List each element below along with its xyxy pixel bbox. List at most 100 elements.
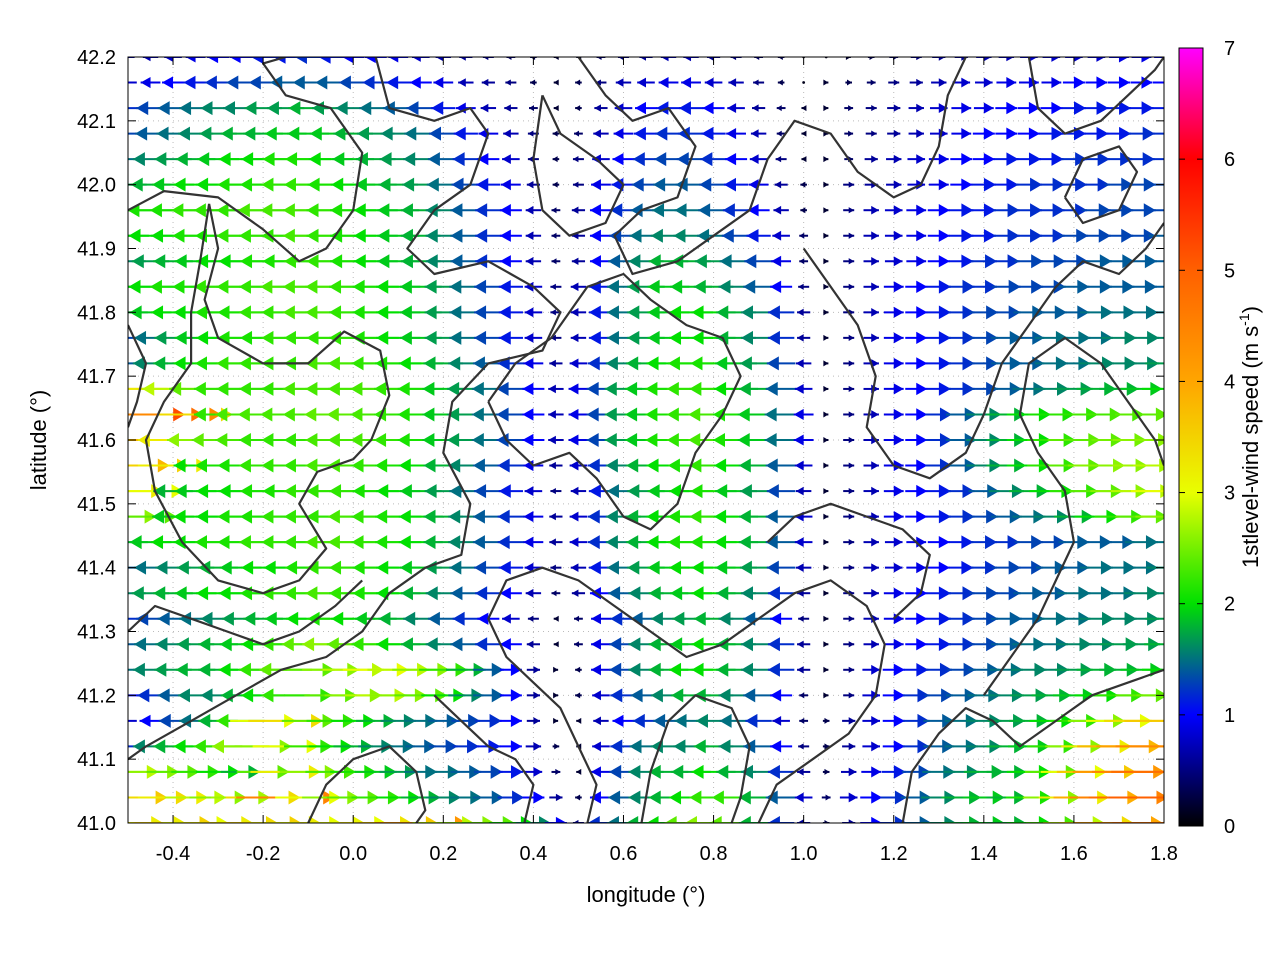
wind-arrow bbox=[1038, 203, 1065, 218]
wind-arrow bbox=[952, 77, 971, 88]
wind-arrow bbox=[905, 484, 928, 498]
wind-arrow bbox=[1041, 76, 1062, 89]
wind-arrow bbox=[799, 692, 809, 699]
wind-arrow bbox=[592, 690, 610, 701]
wind-arrow bbox=[658, 76, 679, 89]
wind-arrow bbox=[475, 586, 502, 601]
x-tick-label: 0.0 bbox=[339, 843, 367, 865]
wind-arrow bbox=[1150, 158, 1164, 161]
wind-arrow bbox=[863, 639, 879, 649]
wind-arrow bbox=[730, 57, 742, 61]
wind-arrow bbox=[843, 666, 855, 673]
wind-arrow bbox=[797, 666, 811, 674]
wind-arrow bbox=[481, 78, 495, 87]
wind-arrow bbox=[793, 434, 814, 446]
wind-arrow bbox=[342, 57, 365, 64]
wind-arrow bbox=[881, 765, 906, 779]
contour-line bbox=[487, 272, 742, 531]
wind-arrow bbox=[617, 57, 629, 61]
wind-arrow bbox=[1147, 311, 1164, 314]
wind-arrow bbox=[843, 539, 855, 546]
wind-arrow bbox=[797, 308, 811, 317]
wind-arrow bbox=[823, 334, 829, 341]
wind-arrow bbox=[884, 205, 903, 216]
wind-arrow bbox=[477, 152, 500, 166]
wind-arrow bbox=[904, 663, 929, 677]
wind-arrow bbox=[549, 512, 563, 521]
wind-arrow bbox=[883, 511, 904, 523]
wind-arrow bbox=[572, 819, 584, 823]
wind-arrow bbox=[765, 381, 797, 396]
contour-line bbox=[144, 203, 391, 595]
wind-arrow bbox=[767, 816, 795, 823]
wind-arrow bbox=[951, 102, 972, 114]
wind-arrow bbox=[575, 794, 582, 801]
wind-arrow bbox=[496, 407, 526, 422]
contour-line bbox=[1063, 145, 1139, 225]
wind-arrow bbox=[844, 130, 854, 137]
wind-arrow bbox=[552, 156, 560, 163]
wind-arrow bbox=[823, 181, 829, 188]
y-tick-label: 41.4 bbox=[77, 558, 116, 580]
wind-arrow bbox=[229, 57, 252, 64]
wind-arrow bbox=[863, 588, 879, 598]
wind-arrow bbox=[839, 792, 858, 803]
colorbar-tick-label: 0 bbox=[1224, 816, 1235, 838]
wind-vectors bbox=[128, 57, 1164, 823]
wind-arrow bbox=[1043, 816, 1105, 823]
contour-line bbox=[487, 566, 886, 823]
wind-arrow bbox=[842, 819, 856, 823]
wind-arrow bbox=[497, 790, 525, 805]
wind-arrow bbox=[798, 743, 810, 750]
wind-arrow bbox=[722, 203, 750, 218]
wind-arrow bbox=[823, 385, 829, 392]
wind-arrow bbox=[883, 306, 904, 318]
wind-arrow bbox=[164, 57, 182, 62]
wind-arrow bbox=[499, 663, 522, 676]
wind-arrow bbox=[1060, 177, 1088, 192]
wind-arrow bbox=[505, 79, 517, 86]
wind-arrow bbox=[799, 232, 809, 239]
wind-arrow bbox=[766, 356, 796, 371]
wind-arrow bbox=[1135, 439, 1164, 441]
wind-arrow bbox=[474, 764, 503, 779]
wind-arrow bbox=[910, 57, 922, 61]
colorbar-ticks bbox=[1179, 47, 1203, 827]
wind-arrow bbox=[941, 816, 982, 823]
contour-line bbox=[802, 222, 1164, 480]
wind-arrow bbox=[524, 767, 543, 777]
x-tick-label: 0.2 bbox=[429, 843, 457, 865]
wind-arrow bbox=[767, 764, 795, 779]
wind-arrow bbox=[296, 816, 365, 823]
wind-arrow bbox=[522, 382, 545, 396]
wind-arrow bbox=[386, 75, 411, 90]
contour-line bbox=[766, 502, 931, 620]
wind-arrow bbox=[593, 716, 609, 726]
wind-arrow bbox=[754, 57, 764, 60]
wind-arrow bbox=[772, 230, 790, 241]
wind-arrow bbox=[1146, 592, 1164, 595]
wind-arrow bbox=[725, 152, 748, 166]
wind-arrow bbox=[524, 307, 543, 318]
wind-arrow bbox=[706, 57, 721, 61]
wind-arrow bbox=[526, 666, 540, 674]
wind-arrow bbox=[318, 57, 343, 64]
wind-arrow bbox=[887, 129, 901, 138]
wind-arrow bbox=[867, 57, 875, 60]
wind-arrow bbox=[128, 81, 137, 84]
wind-arrow bbox=[862, 715, 881, 726]
wind-arrow bbox=[949, 254, 974, 269]
wind-arrow bbox=[499, 638, 522, 651]
wind-arrow bbox=[569, 358, 588, 369]
wind-arrow bbox=[926, 280, 951, 294]
wind-arrow bbox=[474, 305, 503, 320]
wind-arrow bbox=[976, 57, 992, 62]
wind-arrow bbox=[615, 78, 632, 87]
wind-arrow bbox=[1106, 126, 1132, 141]
wind-arrow bbox=[551, 258, 561, 265]
wind-arrow bbox=[863, 486, 879, 496]
wind-arrow bbox=[767, 637, 795, 652]
wind-arrow bbox=[551, 768, 561, 775]
wind-arrow bbox=[962, 816, 1005, 823]
wind-arrow bbox=[142, 57, 159, 62]
